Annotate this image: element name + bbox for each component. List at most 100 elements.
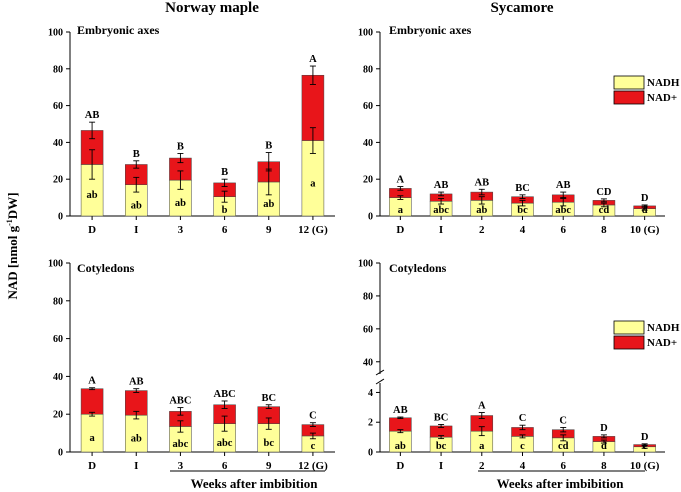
total-group-label: A	[478, 401, 486, 412]
y-tick-label: 80	[53, 64, 63, 75]
y-tick-label: 60	[363, 101, 373, 112]
total-group-label: ABC	[169, 396, 191, 407]
x-tick-label: 6	[560, 460, 566, 472]
nadh-group-label: b	[222, 205, 228, 216]
y-tick-label: 100	[358, 259, 373, 270]
y-tick-label: 60	[363, 324, 373, 335]
nadh-group-label: ab	[131, 434, 142, 445]
total-group-label: B	[133, 149, 140, 160]
total-group-label: AB	[556, 180, 571, 191]
y-axis-label-sup: -1	[5, 219, 14, 226]
nadh-group-label: bc	[264, 438, 275, 449]
x-tick-label: I	[134, 224, 138, 236]
y-tick-label: 0	[368, 212, 373, 223]
nadh-group-label: d	[642, 205, 648, 216]
total-group-label: AB	[85, 110, 100, 121]
x-tick-label: 4	[520, 224, 526, 236]
nadh-group-label: cd	[599, 205, 610, 216]
nadh-group-label: d	[601, 441, 607, 452]
y-tick-label: 100	[48, 259, 63, 270]
panel-title: Embryonic axes	[77, 23, 160, 37]
total-group-label: B	[177, 141, 184, 152]
nadh-group-label: abc	[217, 438, 233, 449]
total-group-label: A	[309, 54, 317, 65]
total-group-label: AB	[393, 405, 408, 416]
legend-bottom: NADH NAD+	[613, 320, 680, 350]
x-tick-label: 10 (G)	[630, 460, 660, 472]
x-tick-label: D	[88, 224, 96, 236]
x-tick-label: 4	[520, 460, 526, 472]
nadh-group-label: bc	[436, 441, 447, 452]
x-tick-label: D	[396, 460, 404, 472]
y-tick-label: 60	[53, 101, 63, 112]
y-tick-label: 0	[58, 448, 63, 459]
legend-label-nadh: NADH	[647, 77, 680, 89]
bar-nad-plus	[80, 388, 104, 415]
nadh-group-label: a	[398, 205, 404, 216]
y-tick-label: 0	[58, 212, 63, 223]
x-tick-label: 10 (G)	[630, 224, 660, 236]
nadh-group-label: e	[642, 441, 647, 452]
y-tick-label: 100	[48, 28, 63, 39]
total-group-label: ABC	[213, 389, 235, 400]
legend-label-nadh: NADH	[647, 322, 680, 334]
x-axis-title-left: Weeks after imbibition	[191, 476, 319, 491]
legend-swatch-nad-plus	[613, 335, 645, 350]
x-tick-label: 6	[222, 224, 228, 236]
y-tick-label: 20	[363, 175, 373, 186]
y-tick-label: 80	[363, 291, 373, 302]
nadh-group-label: ab	[395, 441, 406, 452]
nadh-group-label: abc	[555, 205, 571, 216]
panel-title: Cotyledons	[389, 261, 447, 275]
x-tick-label: 2	[479, 224, 485, 236]
y-tick-label: 2	[368, 418, 373, 429]
total-group-label: BC	[434, 412, 449, 423]
y-tick-label: 40	[53, 372, 63, 383]
y-tick-label: 40	[53, 138, 63, 149]
bar-nad-plus	[389, 417, 412, 432]
total-group-label: A	[88, 376, 96, 387]
x-tick-label: 6	[560, 224, 566, 236]
y-tick-label: 80	[363, 64, 373, 75]
total-group-label: BC	[261, 393, 276, 404]
legend-top: NADH NAD+	[613, 75, 680, 105]
nadh-group-label: abc	[433, 205, 449, 216]
nadh-group-label: ab	[175, 198, 186, 209]
x-tick-label: 9	[266, 460, 272, 472]
x-tick-label: 3	[178, 460, 184, 472]
axis-break-mark	[375, 369, 385, 376]
x-tick-label: 2	[479, 460, 485, 472]
total-group-label: A	[397, 175, 405, 186]
col-title-sycamore: Sycamore	[490, 0, 553, 16]
nadh-group-label: a	[479, 441, 485, 452]
panel-norway-cotyledons: Cotyledons 0 20 40 60 80 100 D Aa I AB ab 3 ABC abc 6 A…	[48, 259, 335, 472]
nadh-group-label: abc	[173, 439, 189, 450]
x-tick-label: 12 (G)	[298, 224, 328, 236]
col-title-norway-maple: Norway maple	[165, 0, 259, 16]
x-tick-label: 3	[178, 224, 184, 236]
legend-label-nad-plus: NAD+	[647, 92, 677, 104]
y-tick-label: 40	[363, 138, 373, 149]
total-group-label: B	[265, 141, 272, 152]
legend-swatch-nadh	[613, 75, 645, 90]
nadh-group-label: ab	[131, 200, 142, 211]
nadh-group-label: a	[89, 433, 95, 444]
y-tick-label: 80	[53, 296, 63, 307]
nadh-group-label: ab	[263, 199, 274, 210]
nadh-group-label: cd	[558, 441, 569, 452]
y-axis-label-main: NAD [nmol g	[5, 225, 20, 299]
legend-swatch-nad-plus	[613, 90, 645, 105]
y-tick-label: 20	[53, 410, 63, 421]
panel-norway-embryonic-axes: Embryonic axes 020406080100DABabIBab3Bab…	[48, 23, 335, 236]
legend-swatch-nadh	[613, 320, 645, 335]
x-tick-label: 8	[601, 460, 607, 472]
x-tick-label: I	[439, 460, 443, 472]
axis-break-mark	[375, 378, 385, 385]
total-group-label: D	[600, 423, 608, 434]
total-group-label: AB	[129, 377, 144, 388]
total-group-label: D	[641, 193, 649, 204]
x-tick-label: D	[88, 460, 96, 472]
x-axis-title-right: Weeks after imbibition	[497, 476, 625, 491]
total-group-label: C	[559, 415, 567, 426]
